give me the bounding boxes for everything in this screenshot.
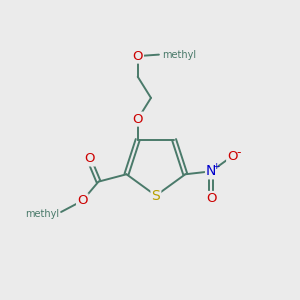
Text: O: O: [133, 112, 143, 126]
Text: methyl: methyl: [25, 209, 59, 219]
Text: -: -: [237, 146, 241, 159]
Text: S: S: [152, 189, 160, 202]
Text: O: O: [227, 149, 238, 163]
Text: O: O: [84, 152, 95, 166]
Text: +: +: [212, 162, 220, 171]
Text: N: N: [206, 164, 216, 178]
Text: O: O: [206, 192, 217, 205]
Text: O: O: [133, 50, 143, 63]
Text: methyl: methyl: [162, 50, 196, 60]
Text: O: O: [77, 194, 88, 207]
